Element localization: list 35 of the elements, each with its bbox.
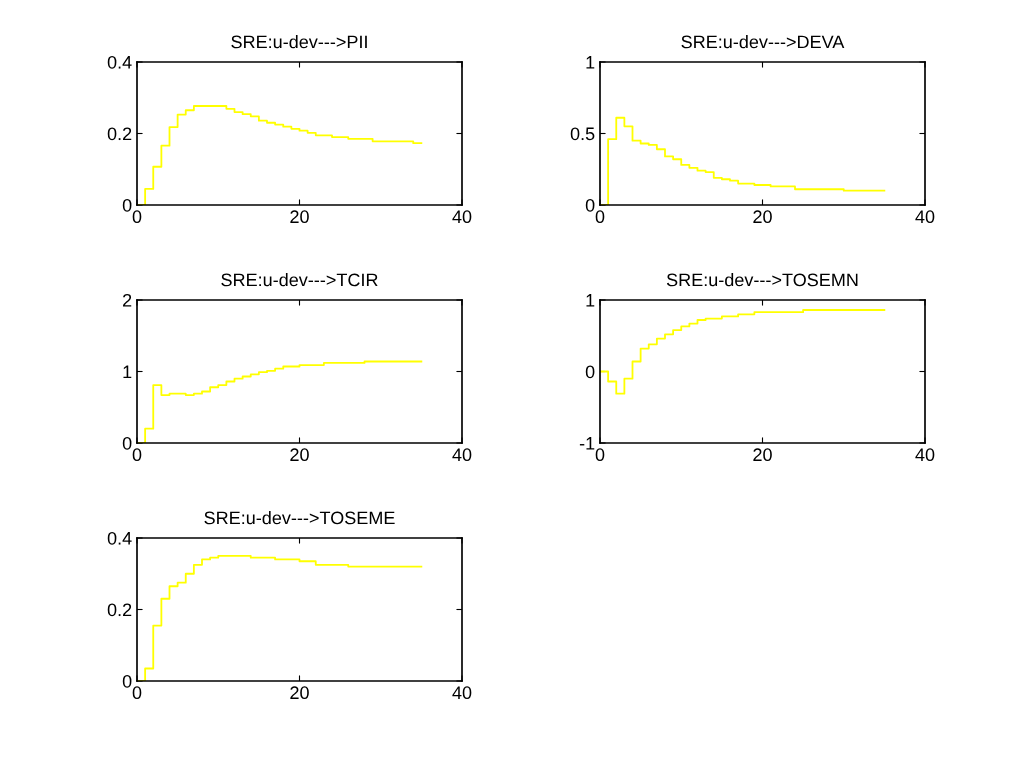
x-tick-label: 40	[452, 448, 472, 462]
chart-title: SRE:u-dev--->PII	[231, 35, 367, 49]
x-tick-label: 20	[753, 448, 772, 462]
x-tick-label: 20	[753, 210, 772, 224]
y-tick-label: 0	[122, 198, 132, 212]
y-tick-label: 2	[123, 293, 132, 307]
y-tick-label: 0.2	[107, 127, 132, 141]
x-tick-label: 20	[290, 210, 309, 224]
y-tick-label: 0.4	[107, 55, 132, 69]
y-tick-label: 0.5	[570, 127, 595, 141]
x-tick-label: 0	[132, 448, 142, 462]
y-tick-label: 0	[122, 674, 132, 688]
x-tick-label: 40	[915, 210, 935, 224]
x-tick-label: 0	[132, 686, 142, 700]
chart-title: SRE:u-dev--->TOSEMN	[666, 273, 858, 287]
y-tick-label: 1	[586, 56, 595, 69]
y-tick-label: 1	[586, 294, 595, 307]
y-tick-label: 1	[123, 365, 132, 379]
y-tick-label: 0.2	[107, 603, 132, 617]
x-tick-label: 0	[595, 448, 605, 462]
chart-title: SRE:u-dev--->DEVA	[681, 35, 845, 49]
x-tick-label: 20	[290, 686, 309, 700]
chart-title: SRE:u-dev--->TOSEME	[204, 511, 395, 525]
y-tick-label: 0	[585, 365, 595, 379]
y-tick-label: -1	[579, 437, 595, 450]
x-tick-label: 40	[452, 686, 472, 700]
chart-title: SRE:u-dev--->TCIR	[221, 273, 378, 287]
x-tick-label: 0	[595, 210, 605, 224]
x-tick-label: 20	[290, 448, 309, 462]
x-tick-label: 40	[452, 210, 472, 224]
x-tick-label: 0	[132, 210, 142, 224]
x-tick-label: 40	[915, 448, 935, 462]
y-tick-label: 0	[585, 198, 595, 212]
y-tick-label: 0.4	[107, 531, 132, 545]
y-tick-label: 0	[122, 436, 132, 450]
